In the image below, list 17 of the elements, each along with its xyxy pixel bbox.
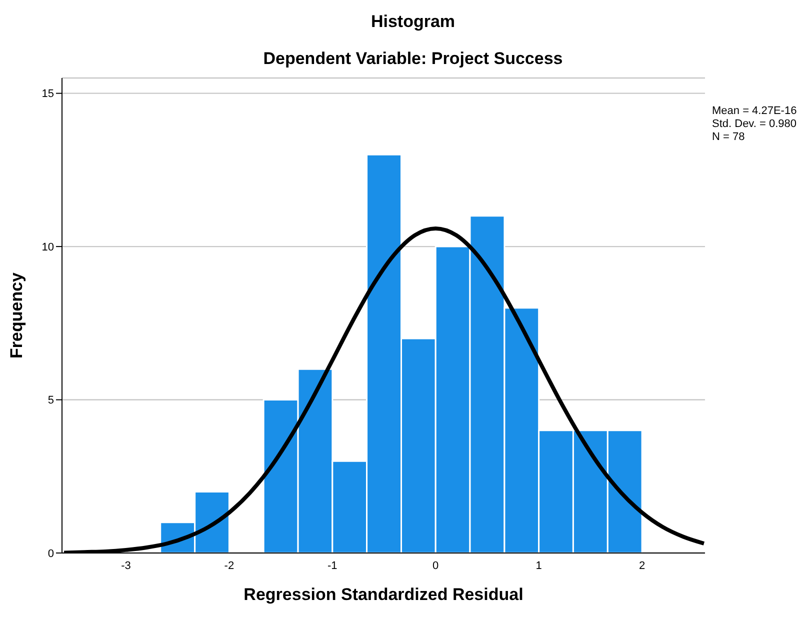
x-tick-label: -2 (224, 560, 234, 572)
chart-title: Histogram (370, 12, 456, 32)
text: Std. Dev. = 0.980 (712, 118, 797, 131)
x-tick-label: -3 (121, 560, 131, 572)
x-tick-label: 0 (432, 560, 439, 572)
y-axis-title: Frequency (7, 272, 26, 358)
y-tick-label: 10 (42, 241, 54, 254)
text: N = 78 (712, 131, 746, 144)
chart-subtitle: Dependent Variable: Project Success (262, 49, 564, 69)
y-tick-label: 15 (42, 88, 54, 100)
text: Mean = 4.27E-16 (712, 105, 797, 118)
y-tick-label: 0 (48, 548, 54, 560)
x-axis-title: Regression Standardized Residual (244, 585, 524, 604)
x-tick-label: 2 (638, 560, 646, 572)
x-tick-label: 1 (536, 560, 542, 572)
y-tick-label: 5 (48, 394, 54, 407)
x-tick-label: -1 (328, 560, 338, 572)
